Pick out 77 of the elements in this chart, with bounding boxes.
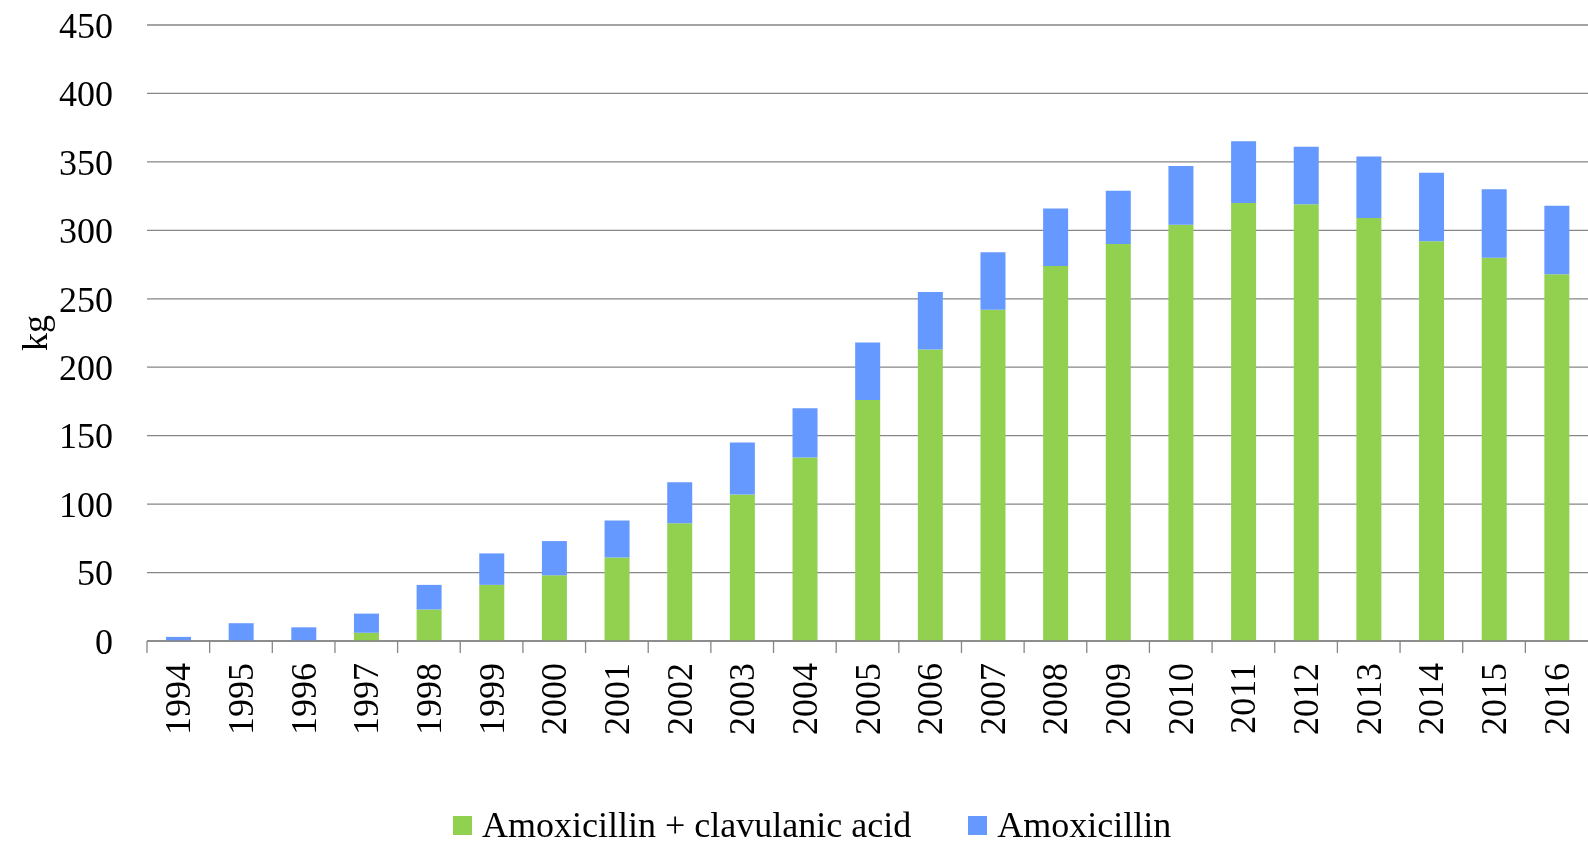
bar [1105, 244, 1131, 641]
bar [1544, 274, 1570, 641]
bar [980, 309, 1006, 641]
bar [1356, 156, 1382, 219]
bar [416, 584, 442, 610]
bar [1544, 205, 1570, 275]
bar [729, 442, 755, 495]
bar [1168, 166, 1194, 225]
bar [855, 400, 881, 641]
bar [1168, 224, 1194, 641]
bar [792, 408, 818, 458]
bar [1043, 208, 1069, 266]
x-tick-label: 1996 [283, 663, 324, 735]
bar [541, 541, 567, 576]
legend-label: Amoxicillin [997, 805, 1172, 845]
y-tick-label: 50 [77, 553, 113, 594]
y-tick-label: 100 [59, 484, 113, 525]
x-tick-label: 2012 [1286, 663, 1327, 735]
x-tick-label: 1994 [158, 663, 199, 735]
x-tick-label: 1998 [408, 663, 449, 735]
bar [1293, 146, 1319, 205]
x-tick-label: 2011 [1223, 663, 1264, 734]
bar [1481, 257, 1507, 641]
bar [1481, 189, 1507, 258]
x-tick-label: 2002 [659, 663, 700, 735]
bar [729, 494, 755, 641]
bar [291, 627, 317, 641]
x-tick-label: 2008 [1035, 663, 1076, 735]
x-tick-label: 2001 [596, 663, 637, 735]
bar [1419, 172, 1445, 242]
bar [1105, 190, 1131, 245]
bar [667, 482, 693, 524]
bar [1356, 218, 1382, 641]
y-tick-label: 300 [59, 211, 113, 252]
bar [917, 349, 943, 641]
y-tick-label: 400 [59, 74, 113, 115]
x-tick-label: 2015 [1474, 663, 1515, 735]
y-tick-label: 200 [59, 348, 113, 388]
bar [980, 252, 1006, 310]
bar [228, 623, 254, 641]
y-tick-label: 250 [59, 279, 113, 320]
x-tick-label: 2014 [1411, 663, 1452, 735]
y-tick-label: 0 [95, 621, 113, 662]
bar [604, 520, 630, 558]
x-tick-label: 2007 [972, 663, 1013, 735]
bar [353, 613, 379, 633]
bar [667, 523, 693, 641]
x-tick-label: 2013 [1348, 663, 1389, 735]
legend-label: Amoxicillin + clavulanic acid [482, 805, 912, 845]
x-tick-label: 1999 [471, 663, 512, 735]
x-tick-label: 2004 [784, 663, 825, 735]
bar [855, 342, 881, 401]
bar [1231, 141, 1257, 203]
x-tick-label: 2006 [910, 663, 951, 735]
y-axis-title: kg [15, 315, 55, 351]
bar [479, 553, 505, 585]
bar [917, 291, 943, 350]
x-tick-label: 1995 [220, 663, 261, 735]
y-tick-label: 350 [59, 142, 113, 183]
bar [416, 609, 442, 641]
x-tick-label: 2005 [847, 663, 888, 735]
bar [1293, 204, 1319, 641]
bar [1231, 202, 1257, 641]
bar [541, 575, 567, 641]
x-tick-label: 2016 [1536, 663, 1577, 735]
bar [1419, 241, 1445, 641]
bar [792, 457, 818, 641]
x-tick-label: 2010 [1160, 663, 1201, 735]
x-tick-label: 2009 [1098, 663, 1139, 735]
x-tick-label: 1997 [346, 663, 387, 735]
bar [604, 557, 630, 641]
bar [479, 584, 505, 641]
y-tick-label: 150 [59, 416, 113, 457]
bar [1043, 265, 1069, 641]
x-tick-label: 2003 [722, 663, 763, 735]
x-tick-label: 2000 [534, 663, 575, 735]
y-tick-label: 450 [59, 5, 113, 46]
